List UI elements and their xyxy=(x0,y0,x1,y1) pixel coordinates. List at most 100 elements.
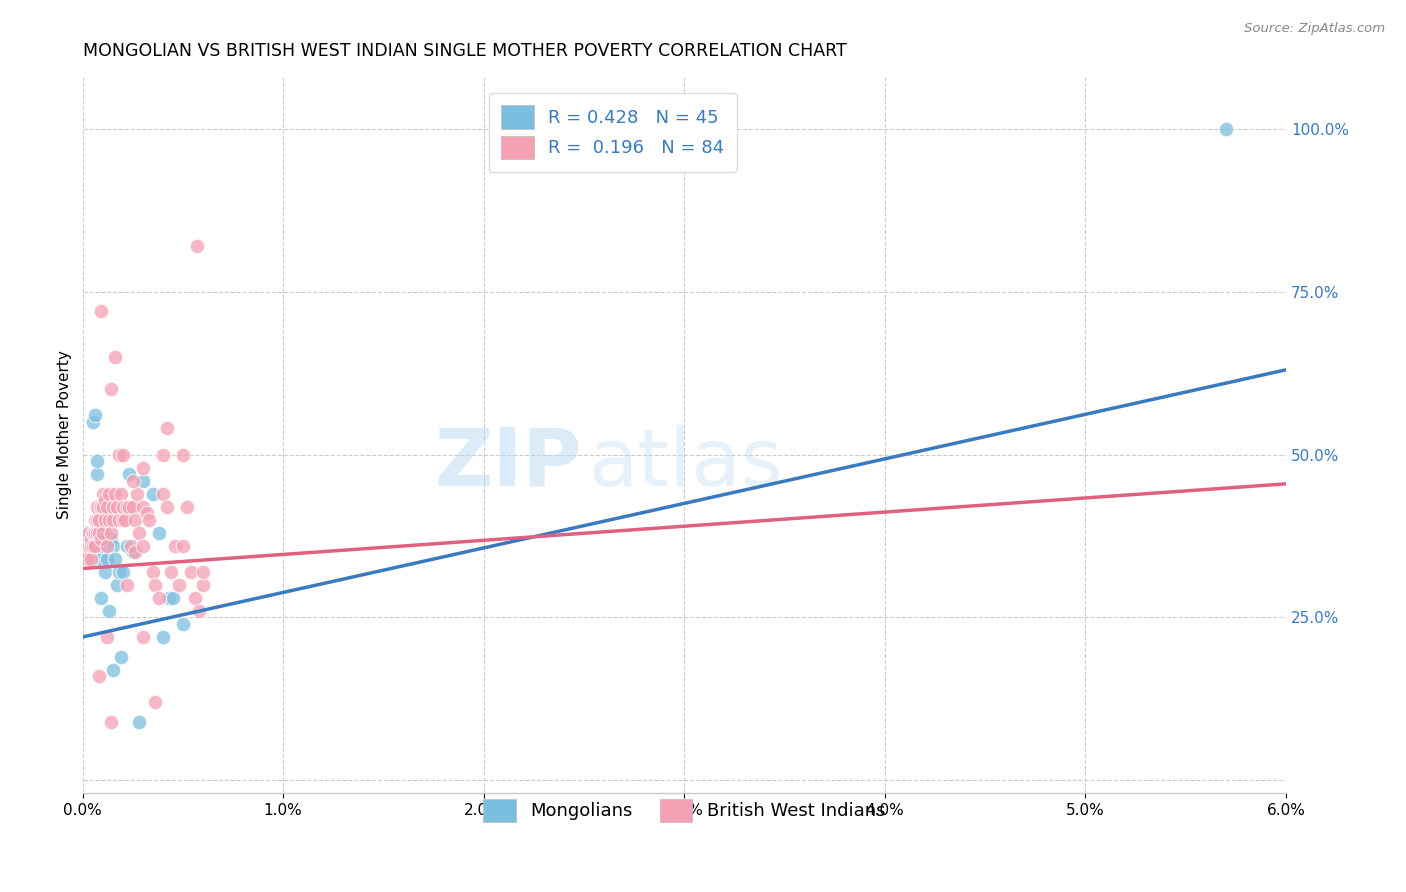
Point xyxy=(90,533,112,547)
Point xyxy=(128,525,150,540)
Point xyxy=(111,513,134,527)
Point xyxy=(118,467,141,481)
Point xyxy=(172,539,194,553)
Point xyxy=(82,525,104,540)
Point xyxy=(125,486,148,500)
Point xyxy=(100,533,122,547)
Point xyxy=(104,350,127,364)
Point xyxy=(79,533,101,547)
Point xyxy=(100,714,122,729)
Point xyxy=(132,500,155,514)
Point xyxy=(157,591,180,605)
Point xyxy=(86,525,108,540)
Point xyxy=(97,533,120,547)
Point xyxy=(124,513,146,527)
Point xyxy=(101,500,124,514)
Point xyxy=(86,500,108,514)
Point xyxy=(105,578,128,592)
Point xyxy=(90,304,112,318)
Point xyxy=(1215,121,1237,136)
Point xyxy=(156,421,179,435)
Point xyxy=(79,551,101,566)
Y-axis label: Single Mother Poverty: Single Mother Poverty xyxy=(58,351,72,519)
Point xyxy=(90,591,112,605)
Point xyxy=(87,525,110,540)
Point xyxy=(91,486,114,500)
Point xyxy=(114,513,136,527)
Point xyxy=(132,460,155,475)
Point xyxy=(101,513,124,527)
Point xyxy=(118,500,141,514)
Point xyxy=(97,513,120,527)
Point xyxy=(93,525,115,540)
Point xyxy=(93,565,115,579)
Point xyxy=(82,539,104,553)
Point xyxy=(132,539,155,553)
Point xyxy=(107,448,129,462)
Point xyxy=(191,578,214,592)
Point xyxy=(91,525,114,540)
Point xyxy=(156,500,179,514)
Point xyxy=(90,551,112,566)
Point xyxy=(187,604,209,618)
Point xyxy=(176,500,198,514)
Point xyxy=(184,591,207,605)
Point xyxy=(115,539,138,553)
Point xyxy=(172,448,194,462)
Point xyxy=(77,525,100,540)
Text: Source: ZipAtlas.com: Source: ZipAtlas.com xyxy=(1244,22,1385,36)
Point xyxy=(96,500,118,514)
Point xyxy=(79,533,101,547)
Point xyxy=(152,448,174,462)
Point xyxy=(107,513,129,527)
Point xyxy=(96,630,118,644)
Point xyxy=(110,486,132,500)
Point xyxy=(121,474,143,488)
Text: MONGOLIAN VS BRITISH WEST INDIAN SINGLE MOTHER POVERTY CORRELATION CHART: MONGOLIAN VS BRITISH WEST INDIAN SINGLE … xyxy=(83,42,846,60)
Point xyxy=(101,539,124,553)
Point xyxy=(132,630,155,644)
Point xyxy=(128,714,150,729)
Point xyxy=(100,525,122,540)
Point xyxy=(77,539,100,553)
Point xyxy=(167,578,190,592)
Point xyxy=(82,415,104,429)
Point xyxy=(121,500,143,514)
Point xyxy=(86,454,108,468)
Point xyxy=(163,539,186,553)
Point xyxy=(138,513,160,527)
Point xyxy=(91,525,114,540)
Point xyxy=(97,486,120,500)
Point xyxy=(148,525,170,540)
Point xyxy=(82,525,104,540)
Point xyxy=(121,545,143,559)
Point xyxy=(79,539,101,553)
Text: ZIP: ZIP xyxy=(434,425,582,502)
Point xyxy=(186,239,208,253)
Point xyxy=(87,669,110,683)
Point xyxy=(83,525,105,540)
Point xyxy=(143,695,166,709)
Point xyxy=(76,525,98,540)
Point xyxy=(172,616,194,631)
Legend: Mongolians, British West Indians: Mongolians, British West Indians xyxy=(471,786,898,835)
Point xyxy=(105,500,128,514)
Point xyxy=(76,533,98,547)
Point xyxy=(91,500,114,514)
Point xyxy=(107,565,129,579)
Point xyxy=(91,539,114,553)
Point xyxy=(110,649,132,664)
Point xyxy=(97,604,120,618)
Point xyxy=(111,565,134,579)
Point xyxy=(82,545,104,559)
Point xyxy=(90,500,112,514)
Point xyxy=(96,551,118,566)
Point xyxy=(87,525,110,540)
Point xyxy=(120,539,142,553)
Point xyxy=(83,513,105,527)
Point xyxy=(87,539,110,553)
Point xyxy=(86,513,108,527)
Point xyxy=(152,486,174,500)
Point xyxy=(86,467,108,481)
Point xyxy=(77,539,100,553)
